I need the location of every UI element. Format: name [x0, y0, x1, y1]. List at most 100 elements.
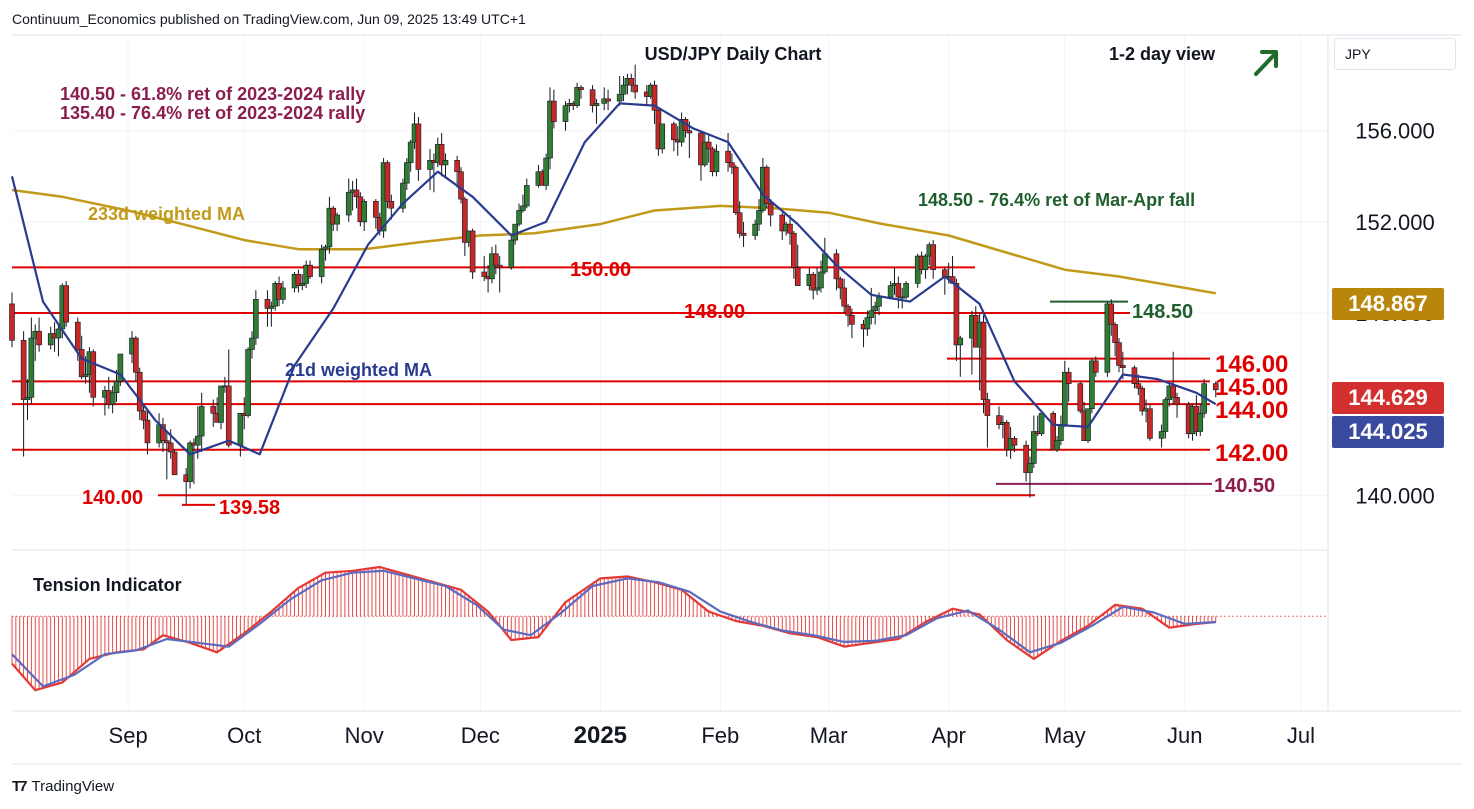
- candle: [508, 235, 515, 270]
- arrow-up-right-icon: [1254, 50, 1278, 76]
- candle: [895, 276, 902, 309]
- time-tick-label: Nov: [345, 723, 384, 748]
- candle: [516, 203, 522, 227]
- candle: [574, 82, 580, 108]
- candle-body: [373, 201, 379, 218]
- candle-body: [1023, 444, 1029, 473]
- candle-body: [523, 185, 530, 207]
- candle: [996, 406, 1002, 430]
- candle-body: [1011, 438, 1018, 446]
- candle-body: [78, 349, 85, 378]
- candle-body: [1065, 371, 1072, 384]
- candle-body: [605, 98, 611, 102]
- candle-body: [1077, 383, 1084, 412]
- candle: [767, 199, 774, 227]
- candle: [1077, 381, 1084, 414]
- candle: [957, 335, 964, 377]
- candle: [686, 121, 693, 159]
- candle: [109, 385, 116, 414]
- candle-body: [1027, 463, 1033, 473]
- tradingview-logo[interactable]: T7 TradingView: [12, 778, 114, 795]
- candle: [628, 73, 635, 92]
- price-tick-label: 140.000: [1355, 483, 1435, 508]
- candle: [1158, 424, 1165, 448]
- candle: [1011, 436, 1018, 453]
- candle: [1089, 358, 1095, 414]
- candle-body: [20, 340, 27, 400]
- candle-body: [1135, 383, 1142, 389]
- candle-body: [651, 84, 658, 111]
- candle: [299, 274, 306, 291]
- candle-body: [307, 264, 313, 277]
- level-label-146-00: 146.00: [1215, 351, 1288, 378]
- candle: [326, 196, 333, 254]
- candle-body: [868, 310, 875, 318]
- candle: [210, 399, 217, 427]
- level-label-139-58: 139.58: [219, 497, 280, 519]
- candle: [794, 244, 801, 286]
- candle-body: [109, 392, 116, 405]
- candle-body: [1120, 365, 1126, 368]
- candle-body: [547, 100, 553, 159]
- candle-body: [620, 84, 627, 95]
- candle-body: [1050, 412, 1056, 451]
- candle: [136, 367, 143, 421]
- candle-body: [113, 381, 120, 394]
- time-tick-label: Jul: [1287, 723, 1315, 748]
- candle: [632, 64, 638, 99]
- candle-body: [1158, 431, 1165, 439]
- candle: [1112, 322, 1118, 357]
- candle-body: [980, 321, 987, 400]
- candle: [1135, 374, 1142, 396]
- candle-body: [462, 198, 468, 243]
- candle: [9, 292, 15, 348]
- candle-body: [442, 160, 449, 166]
- candle: [791, 230, 797, 279]
- retracement-note-2: 135.40 - 76.4% ret of 2023-2024 rally: [60, 103, 365, 123]
- candle-body: [384, 162, 391, 202]
- candle: [373, 199, 379, 229]
- candle-body: [1089, 360, 1095, 410]
- candle: [458, 167, 464, 204]
- candle: [63, 281, 69, 327]
- ma233-price-tag: 148.867: [1332, 288, 1444, 320]
- candle: [438, 132, 445, 177]
- candle-body: [249, 337, 255, 350]
- currency-selector[interactable]: JPY: [1334, 38, 1456, 70]
- candle-body: [1116, 342, 1122, 366]
- candle: [616, 76, 623, 106]
- candle: [980, 315, 987, 414]
- candle-body: [264, 299, 271, 309]
- candle-body: [334, 214, 340, 225]
- support-resistance-levels: [12, 266, 1212, 506]
- candle: [253, 290, 259, 345]
- candle: [307, 260, 313, 279]
- candle-body: [512, 223, 518, 241]
- candle-body: [469, 230, 476, 273]
- candle: [400, 178, 406, 213]
- candle-body: [415, 123, 422, 170]
- candle-body: [632, 84, 638, 93]
- candle-body: [1104, 303, 1111, 373]
- candle-body: [1092, 360, 1099, 373]
- candle: [469, 228, 476, 279]
- candle-body: [520, 205, 526, 211]
- candle-body: [740, 232, 747, 236]
- candle-body: [996, 415, 1002, 425]
- time-tick-label: Jun: [1167, 723, 1202, 748]
- candle: [593, 98, 600, 124]
- candle: [481, 256, 488, 282]
- candle-body: [922, 255, 929, 271]
- candle-body: [628, 77, 635, 86]
- candle-body: [930, 244, 937, 271]
- tension-indicator-label: Tension Indicator: [33, 575, 182, 595]
- candle-body: [736, 212, 743, 234]
- candle: [752, 219, 758, 241]
- candle: [1031, 415, 1037, 468]
- candle: [547, 87, 553, 170]
- candle: [787, 215, 793, 245]
- candle-body: [458, 171, 464, 200]
- candle: [322, 244, 329, 261]
- candle-body: [794, 267, 801, 286]
- candle: [713, 144, 720, 177]
